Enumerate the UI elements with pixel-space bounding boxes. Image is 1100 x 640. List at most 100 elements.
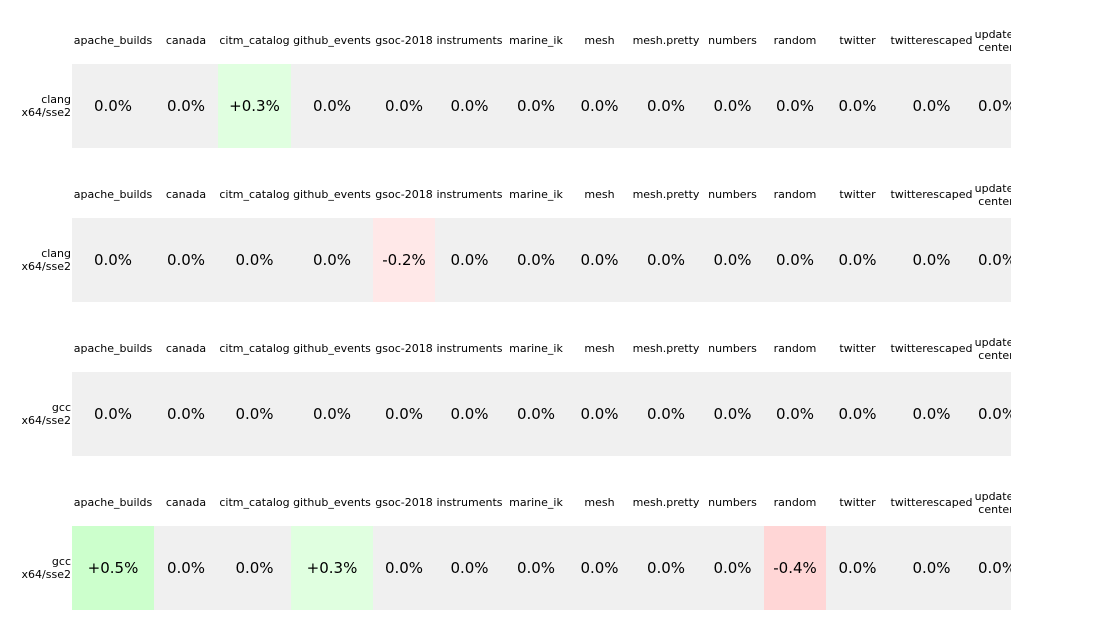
table-cell — [373, 64, 435, 148]
column-header: mesh.pretty — [632, 342, 700, 355]
column-header: instruments — [436, 34, 503, 47]
table-cell — [701, 372, 764, 456]
column-header: random — [773, 34, 817, 47]
table-cell — [435, 218, 504, 302]
column-header: canada — [165, 496, 207, 509]
cell-value: 0.0% — [838, 251, 877, 269]
column-header: instruments — [436, 496, 503, 509]
column-header: gsoc-2018 — [375, 496, 433, 509]
cell-value: 0.0% — [580, 405, 619, 423]
cell-value: +0.3% — [229, 97, 280, 115]
table-cell — [504, 218, 568, 302]
cell-value: 0.0% — [646, 97, 686, 115]
cell-value: 0.0% — [646, 251, 686, 269]
cell-value: -0.4% — [773, 559, 817, 577]
table-panel: apache_builds canada citm_catalog github_ev… — [0, 154, 1011, 308]
column-header: mesh — [584, 188, 615, 201]
cell-value: 0.0% — [516, 251, 556, 269]
cell-value: 0.0% — [235, 559, 274, 577]
table-cell — [568, 218, 631, 302]
cell-value: 0.0% — [912, 97, 951, 115]
column-header: citm_catalog — [219, 342, 290, 355]
table-cell — [764, 218, 826, 302]
column-header: random — [773, 342, 817, 355]
column-header: mesh — [584, 342, 615, 355]
column-header: twitterescaped — [890, 342, 973, 355]
table-cell — [889, 64, 974, 148]
cell-value: 0.0% — [978, 559, 1011, 577]
column-header: update- center — [974, 28, 1011, 54]
table-cell — [504, 372, 568, 456]
column-header: twitter — [839, 34, 876, 47]
cell-value: 0.0% — [580, 251, 619, 269]
table-cell — [764, 372, 826, 456]
column-header: update- center — [974, 490, 1011, 516]
cell-value: 0.0% — [516, 559, 556, 577]
column-header: citm_catalog — [219, 496, 290, 509]
column-header: canada — [165, 34, 207, 47]
table-cell — [631, 218, 701, 302]
table-cell — [218, 218, 291, 302]
table-cell — [373, 218, 435, 302]
row-label: clang x64/sse2 — [21, 247, 71, 273]
cell-value: +0.5% — [87, 559, 139, 577]
column-header: mesh.pretty — [632, 188, 700, 201]
table-cell — [889, 218, 974, 302]
column-header: twitterescaped — [890, 188, 973, 201]
cell-value: 0.0% — [838, 405, 877, 423]
cell-value: 0.0% — [450, 97, 489, 115]
table-panel: apache_builds canada citm_catalog github_ev… — [0, 462, 1011, 616]
table-cell — [218, 526, 291, 610]
cell-value: 0.0% — [93, 405, 133, 423]
column-header: numbers — [708, 342, 757, 355]
column-header: apache_builds — [73, 496, 153, 509]
column-header: mesh.pretty — [632, 34, 700, 47]
cell-value: 0.0% — [312, 251, 352, 269]
column-header: update- center — [974, 336, 1011, 362]
column-header: citm_catalog — [219, 188, 290, 201]
table-cell — [826, 526, 889, 610]
column-header: github_events — [293, 34, 371, 47]
table-cell — [826, 218, 889, 302]
column-header: apache_builds — [73, 342, 153, 355]
table-cell — [826, 64, 889, 148]
cell-value: 0.0% — [713, 251, 752, 269]
cell-value: 0.0% — [166, 559, 206, 577]
cell-value: 0.0% — [384, 559, 424, 577]
cell-value: 0.0% — [912, 559, 951, 577]
cell-value: 0.0% — [912, 405, 951, 423]
table-cell — [701, 64, 764, 148]
table-cell — [504, 526, 568, 610]
cell-value: 0.0% — [978, 405, 1011, 423]
column-header: apache_builds — [73, 34, 153, 47]
table-cell — [974, 372, 1011, 456]
column-header: twitterescaped — [890, 496, 973, 509]
table-cell — [568, 372, 631, 456]
table-cell — [154, 526, 218, 610]
cell-value: 0.0% — [166, 251, 206, 269]
table-cell — [291, 372, 373, 456]
cell-value: 0.0% — [912, 251, 951, 269]
cell-value: 0.0% — [978, 97, 1011, 115]
table-panel: apache_builds canada citm_catalog github_ev… — [0, 308, 1011, 462]
table-cell — [701, 218, 764, 302]
cell-value: 0.0% — [775, 251, 815, 269]
cell-value: 0.0% — [93, 251, 133, 269]
table-cell — [435, 526, 504, 610]
table-cell — [889, 372, 974, 456]
cell-value: 0.0% — [838, 559, 877, 577]
cell-value: 0.0% — [235, 251, 274, 269]
table-cell — [701, 526, 764, 610]
table-cell — [72, 218, 154, 302]
table-cell — [568, 64, 631, 148]
table-cell — [291, 526, 373, 610]
table-cell — [373, 526, 435, 610]
column-header: twitterescaped — [890, 34, 973, 47]
table-cell — [72, 64, 154, 148]
cell-value: 0.0% — [312, 405, 352, 423]
column-header: gsoc-2018 — [375, 34, 433, 47]
cell-value: 0.0% — [450, 405, 489, 423]
cell-value: 0.0% — [384, 97, 424, 115]
table-cell — [504, 64, 568, 148]
